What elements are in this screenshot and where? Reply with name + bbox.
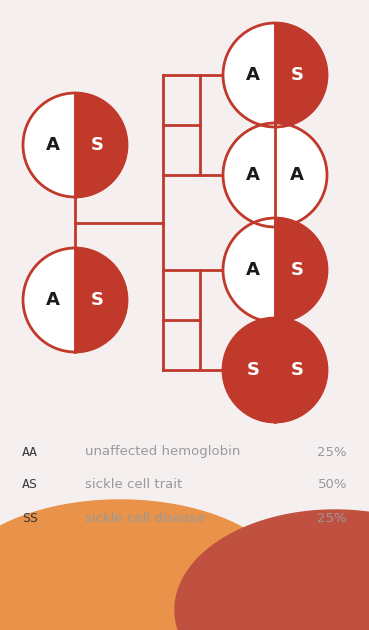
Text: A: A — [46, 291, 60, 309]
Polygon shape — [275, 318, 327, 422]
Polygon shape — [175, 510, 369, 630]
Polygon shape — [23, 248, 75, 352]
Polygon shape — [223, 218, 275, 322]
Polygon shape — [275, 23, 327, 127]
Polygon shape — [75, 93, 127, 197]
Text: S: S — [90, 136, 103, 154]
Text: 25%: 25% — [317, 512, 347, 525]
Text: S: S — [290, 66, 303, 84]
Polygon shape — [0, 500, 290, 630]
Text: 50%: 50% — [317, 479, 347, 491]
Text: AA: AA — [22, 445, 38, 459]
Text: SS: SS — [22, 512, 38, 525]
Polygon shape — [223, 318, 275, 422]
Polygon shape — [75, 248, 127, 352]
Text: S: S — [246, 361, 260, 379]
Polygon shape — [275, 123, 327, 227]
Text: 25%: 25% — [317, 445, 347, 459]
Text: AS: AS — [22, 479, 38, 491]
Text: sickle cell trait: sickle cell trait — [85, 479, 182, 491]
Polygon shape — [223, 23, 275, 127]
Text: sickle cell disease: sickle cell disease — [85, 512, 205, 525]
Text: S: S — [290, 361, 303, 379]
Text: A: A — [46, 136, 60, 154]
Text: unaffected hemoglobin: unaffected hemoglobin — [85, 445, 240, 459]
Text: A: A — [290, 166, 304, 184]
Text: A: A — [246, 261, 260, 279]
Text: A: A — [246, 66, 260, 84]
Text: A: A — [246, 166, 260, 184]
Text: S: S — [290, 261, 303, 279]
Polygon shape — [275, 218, 327, 322]
Polygon shape — [23, 93, 75, 197]
Text: S: S — [90, 291, 103, 309]
Polygon shape — [223, 123, 275, 227]
